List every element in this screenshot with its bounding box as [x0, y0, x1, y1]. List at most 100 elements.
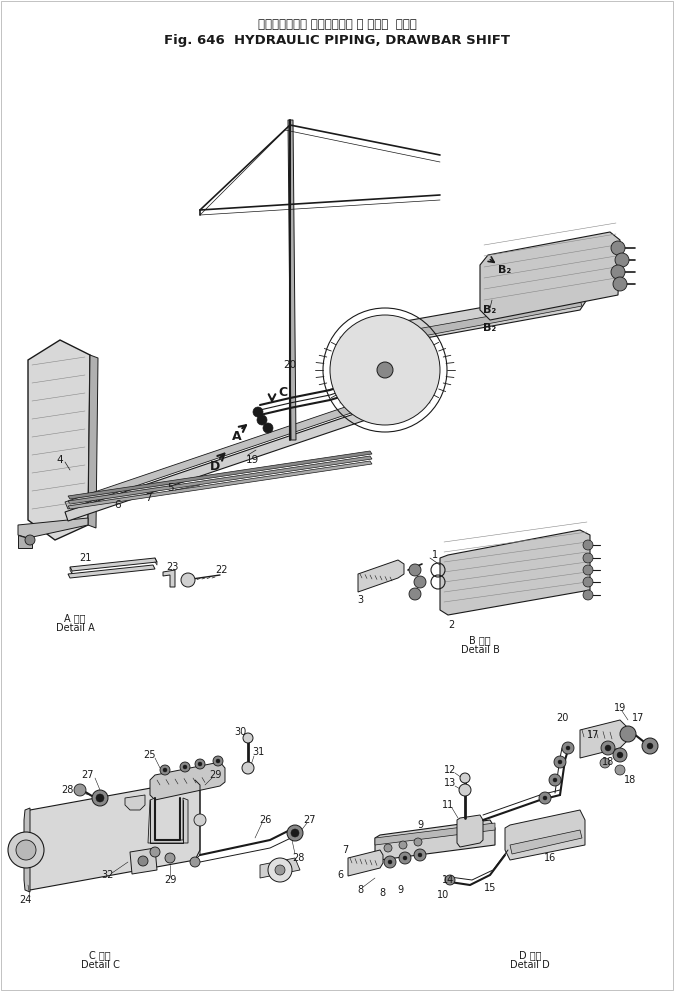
Polygon shape: [510, 830, 582, 854]
Circle shape: [558, 760, 562, 764]
Circle shape: [647, 743, 653, 749]
Circle shape: [160, 765, 170, 775]
Text: C 詳細: C 詳細: [89, 950, 111, 960]
Circle shape: [183, 765, 187, 769]
Text: A: A: [232, 430, 242, 444]
Text: Detail B: Detail B: [460, 645, 499, 655]
Text: D: D: [210, 461, 220, 474]
Circle shape: [330, 315, 440, 425]
Text: 9: 9: [417, 820, 423, 830]
Text: 17: 17: [587, 730, 599, 740]
Circle shape: [562, 742, 574, 754]
Text: 9: 9: [397, 885, 403, 895]
Text: 16: 16: [544, 853, 556, 863]
Text: 32: 32: [102, 870, 114, 880]
Polygon shape: [25, 780, 200, 890]
Text: 5: 5: [166, 483, 173, 493]
Text: 25: 25: [144, 750, 156, 760]
Text: D 詳細: D 詳細: [519, 950, 541, 960]
Polygon shape: [70, 567, 72, 574]
Circle shape: [611, 265, 625, 279]
Circle shape: [615, 765, 625, 775]
Circle shape: [96, 794, 104, 802]
Text: 26: 26: [259, 815, 271, 825]
Circle shape: [377, 362, 393, 378]
Circle shape: [181, 573, 195, 587]
Circle shape: [445, 875, 455, 885]
Text: 21: 21: [79, 553, 91, 563]
Polygon shape: [375, 820, 495, 860]
Circle shape: [388, 860, 392, 864]
Circle shape: [554, 756, 566, 768]
Circle shape: [243, 733, 253, 743]
Polygon shape: [88, 355, 98, 528]
Circle shape: [613, 748, 627, 762]
Text: B₂: B₂: [483, 323, 496, 333]
Circle shape: [539, 792, 551, 804]
Polygon shape: [68, 461, 372, 509]
Circle shape: [615, 253, 629, 267]
Circle shape: [583, 540, 593, 550]
Circle shape: [291, 829, 299, 837]
Text: B₂: B₂: [483, 305, 497, 315]
Polygon shape: [68, 565, 155, 578]
Text: 20: 20: [556, 713, 568, 723]
Polygon shape: [150, 762, 225, 800]
Circle shape: [583, 553, 593, 563]
Circle shape: [253, 407, 263, 417]
Circle shape: [268, 858, 292, 882]
Polygon shape: [355, 300, 582, 348]
Circle shape: [600, 758, 610, 768]
Circle shape: [399, 852, 411, 864]
Text: 8: 8: [357, 885, 363, 895]
Text: 18: 18: [602, 757, 614, 767]
Circle shape: [601, 741, 615, 755]
Text: 7: 7: [342, 845, 348, 855]
Circle shape: [8, 832, 44, 868]
Circle shape: [409, 588, 421, 600]
Text: 14: 14: [442, 875, 454, 885]
Polygon shape: [68, 456, 372, 504]
Circle shape: [92, 790, 108, 806]
Circle shape: [583, 565, 593, 575]
Circle shape: [617, 752, 623, 758]
Circle shape: [138, 856, 148, 866]
Text: 27: 27: [304, 815, 316, 825]
Polygon shape: [457, 815, 483, 847]
Polygon shape: [352, 290, 588, 350]
Polygon shape: [358, 560, 404, 592]
Polygon shape: [288, 120, 296, 440]
Circle shape: [150, 847, 160, 857]
Circle shape: [216, 759, 220, 763]
Circle shape: [287, 825, 303, 841]
Circle shape: [165, 853, 175, 863]
Polygon shape: [18, 535, 32, 548]
Text: 24: 24: [19, 895, 31, 905]
Polygon shape: [65, 395, 413, 521]
Circle shape: [459, 784, 471, 796]
Text: 17: 17: [632, 713, 644, 723]
Circle shape: [460, 773, 470, 783]
Polygon shape: [440, 530, 590, 615]
Polygon shape: [70, 558, 157, 571]
Polygon shape: [580, 720, 628, 758]
Circle shape: [409, 564, 421, 576]
Circle shape: [642, 738, 658, 754]
Text: Detail D: Detail D: [510, 960, 550, 970]
Text: 22: 22: [216, 565, 228, 575]
Circle shape: [257, 415, 267, 425]
Circle shape: [384, 856, 396, 868]
Text: ハイドロリック バイピング， ド ローバ  シフト: ハイドロリック バイピング， ド ローバ シフト: [257, 18, 417, 31]
Circle shape: [242, 762, 254, 774]
Text: 11: 11: [442, 800, 454, 810]
Circle shape: [549, 774, 561, 786]
Text: 20: 20: [284, 360, 297, 370]
Text: 15: 15: [484, 883, 496, 893]
Circle shape: [190, 857, 200, 867]
Circle shape: [399, 841, 407, 849]
Circle shape: [583, 577, 593, 587]
Polygon shape: [68, 451, 372, 499]
Text: 29: 29: [164, 875, 176, 885]
Circle shape: [566, 746, 570, 750]
Text: 19: 19: [614, 703, 626, 713]
